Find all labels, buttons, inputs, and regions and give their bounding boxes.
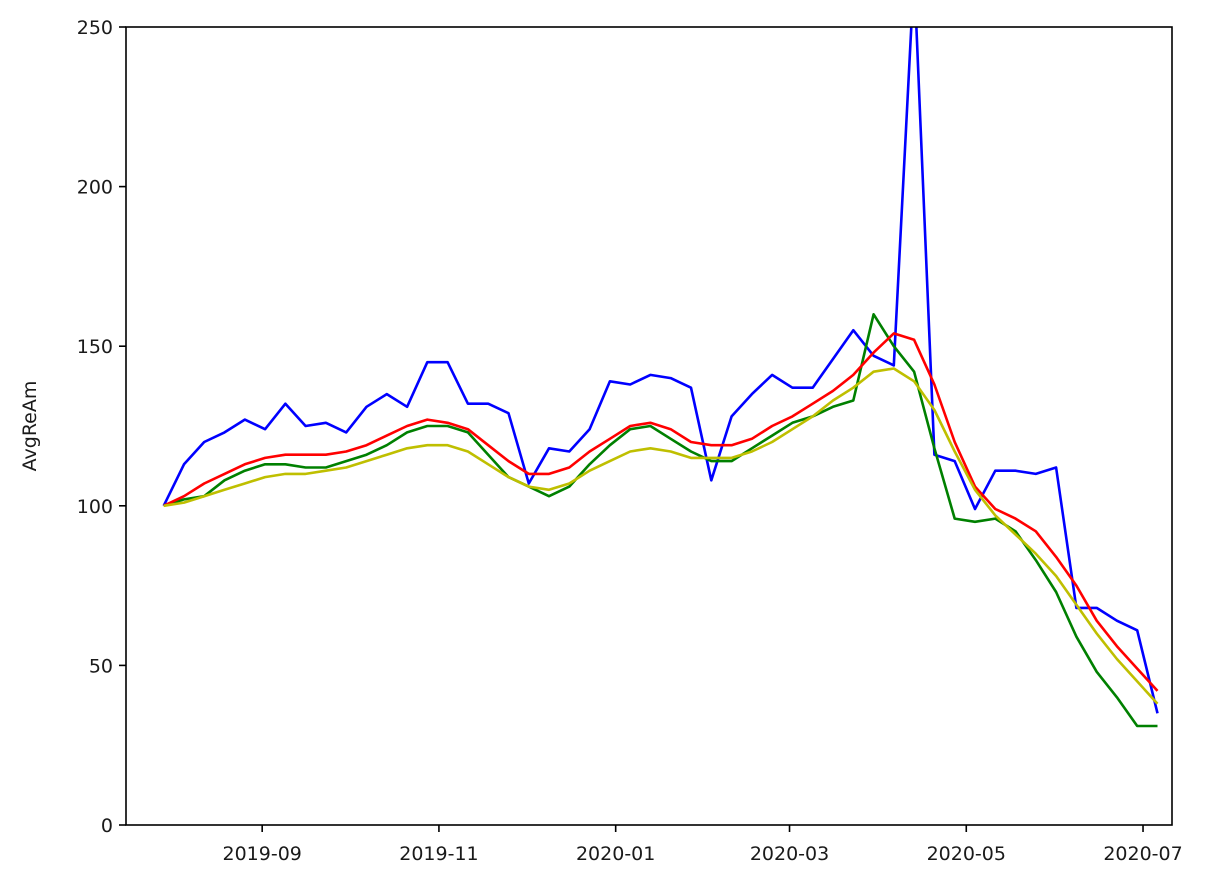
x-tick-label: 2020-07 bbox=[1103, 843, 1182, 865]
y-tick-label: 200 bbox=[77, 177, 113, 199]
y-axis: 0 50 100 150 200 250 bbox=[77, 17, 126, 837]
x-tick-label: 2019-09 bbox=[222, 843, 301, 865]
y-tick-label: 150 bbox=[77, 336, 113, 358]
plot-frame bbox=[125, 26, 1173, 826]
series-line-4 bbox=[163, 367, 1159, 705]
x-axis: 2019-09 2019-11 2020-01 2020-03 2020-05 2020-… bbox=[222, 825, 1183, 865]
series-line-3 bbox=[163, 332, 1159, 692]
y-tick-label: 50 bbox=[89, 655, 113, 677]
x-tick-label: 2020-01 bbox=[576, 843, 655, 865]
y-tick-label: 250 bbox=[77, 17, 113, 39]
x-tick-label: 2019-11 bbox=[399, 843, 478, 865]
series-line-1 bbox=[162, 27, 1159, 714]
series-line-2 bbox=[163, 312, 1158, 728]
series-layer bbox=[162, 27, 1159, 728]
y-tick-label: 0 bbox=[101, 815, 113, 837]
y-tick-label: 100 bbox=[77, 496, 113, 518]
x-tick-label: 2020-03 bbox=[750, 843, 829, 865]
x-tick-label: 2020-05 bbox=[927, 843, 1006, 865]
y-axis-label: AvgReAm bbox=[19, 381, 41, 472]
